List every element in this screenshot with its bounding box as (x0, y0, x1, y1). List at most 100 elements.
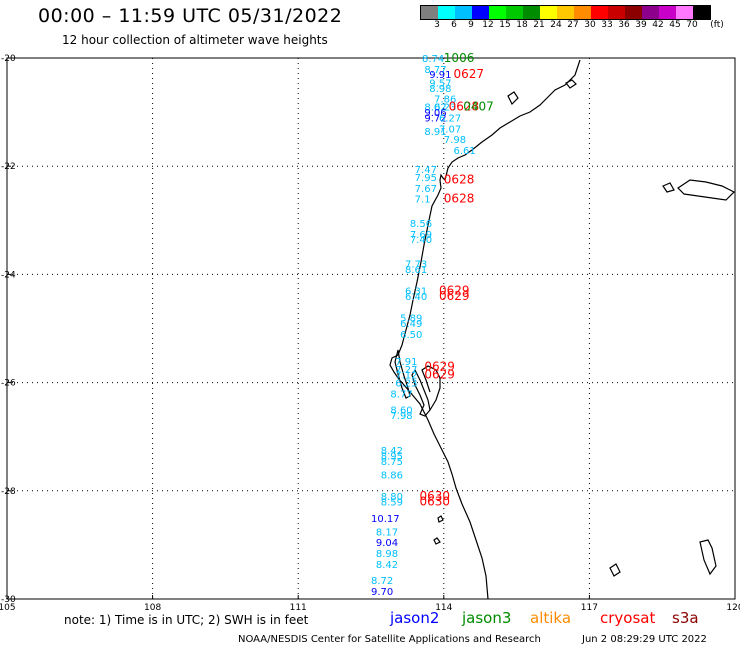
color-swatch (591, 6, 608, 19)
color-swatch (421, 6, 438, 19)
legend-item-jason3: jason3 (462, 609, 512, 627)
color-scale-label: 27 (567, 20, 579, 30)
wave-height-value: 7.95 (415, 173, 437, 184)
footer-note: note: 1) Time is in UTC; 2) SWH is in fe… (64, 613, 309, 627)
wave-height-value: 8.42 (381, 446, 403, 457)
wave-height-value: 7.91 (395, 357, 417, 368)
color-swatch (574, 6, 591, 19)
color-scale-labels: 3 6 9 12 15 18 21 24 27 30 33 36 39 42 45 70 (ft) (420, 20, 740, 32)
wave-height-value: 9.70 (371, 587, 393, 598)
color-swatch (489, 6, 506, 19)
satellite-pass-label: 0629 (424, 359, 455, 373)
color-swatch (676, 6, 693, 19)
wave-height-value: 6.27 (439, 114, 461, 125)
wave-height-value: 8.17 (376, 527, 398, 538)
wave-height-value: 7.67 (415, 184, 437, 195)
wave-height-value: 9.06 (424, 108, 446, 119)
wave-height-value: 8.59 (381, 498, 403, 509)
color-scale-label: 12 (482, 20, 494, 30)
wave-height-value: 8.95 (381, 452, 403, 463)
color-scale-label: 42 (652, 20, 664, 30)
longitude-tick-label: 120 (726, 603, 740, 613)
satellite-pass-label: 0628 (444, 173, 475, 187)
wave-height-value: 7.47 (415, 165, 437, 176)
color-scale-label: 45 (669, 20, 681, 30)
latitude-tick-label: -26 (1, 379, 16, 389)
wave-height-value: 6.50 (400, 330, 422, 341)
wave-height-value: 8.77 (424, 65, 446, 76)
shark-bay-inner-shore (421, 365, 441, 411)
color-scale-label: 39 (635, 20, 647, 30)
satellite-pass-label: 0407 (463, 100, 494, 114)
wave-height-value: 8.91 (424, 127, 446, 138)
wave-height-value: 8.77 (390, 389, 412, 400)
color-scale-label: 6 (451, 20, 457, 30)
latitude-tick-label: -22 (1, 162, 16, 172)
wave-height-value: 7.69 (410, 230, 432, 241)
satellite-pass-label: 0630 (420, 495, 451, 509)
wave-height-value: 7.98 (444, 135, 466, 146)
wave-height-value: 8.98 (376, 549, 398, 560)
color-scale-label: 70 (686, 20, 698, 30)
wave-height-value: 8.56 (410, 219, 432, 230)
longitude-tick-label: 111 (290, 603, 307, 613)
color-swatch (506, 6, 523, 19)
wave-height-value: 6.61 (454, 146, 476, 157)
latitude-tick-label: -20 (1, 54, 16, 64)
wave-height-value: 8.72 (371, 576, 393, 587)
legend-item-jason2: jason2 (390, 609, 440, 627)
date-stamp: Jun 2 08:29:29 UTC 2022 (582, 634, 707, 645)
color-scale-label: 36 (618, 20, 630, 30)
wave-height-value: 8.60 (390, 406, 412, 417)
color-scale-label: 30 (584, 20, 596, 30)
wave-height-value: 8.86 (381, 471, 403, 482)
color-swatch (693, 6, 710, 19)
color-scale-label: 24 (550, 20, 562, 30)
satellite-pass-label: 0628 (444, 192, 475, 206)
latitude-labels: -20 -22 -24 -26 -28 -30 (1, 54, 16, 605)
legend-item-cryosat: cryosat (600, 609, 656, 627)
bali-island (677, 179, 736, 201)
color-scale-label: 3 (434, 20, 440, 30)
map-subtitle: 12 hour collection of altimeter wave hei… (62, 33, 328, 47)
dirk-hartog-island (394, 349, 411, 399)
longitude-tick-label: 108 (144, 603, 161, 613)
color-swatch (455, 6, 472, 19)
color-scale-label: 15 (499, 20, 511, 30)
satellite-pass-label: 0629 (424, 367, 455, 381)
color-swatch (608, 6, 625, 19)
wave-height-value: 7.27 (395, 365, 417, 376)
color-swatch (659, 6, 676, 19)
wave-height-value: 6.23 (395, 379, 417, 390)
color-scale-label: 9 (468, 20, 474, 30)
small-islet (433, 537, 441, 545)
longitude-tick-label: 114 (435, 603, 452, 613)
wave-height-value: 8.75 (381, 457, 403, 468)
wave-height-value: 7.98 (390, 411, 412, 422)
wave-height-value: 9.04 (376, 538, 398, 549)
latitude-tick-label: -30 (1, 595, 16, 605)
color-swatch (625, 6, 642, 19)
color-scale-label: 21 (533, 20, 545, 30)
grid-lines (7, 58, 735, 599)
wave-height-value: 6.31 (405, 287, 427, 298)
wave-height-value: 6.40 (405, 292, 427, 303)
color-swatch (472, 6, 489, 19)
coastline (389, 59, 736, 600)
latitude-tick-label: -28 (1, 487, 16, 497)
map-title: 00:00 – 11:59 UTC 05/31/2022 (38, 5, 343, 27)
satellite-pass-label: 0629 (439, 284, 470, 298)
wave-height-value: 8.61 (405, 265, 427, 276)
longitude-tick-label: 117 (581, 603, 598, 613)
barrow-island (507, 91, 519, 106)
credit-line: NOAA/NESDIS Center for Satellite Applica… (238, 634, 541, 645)
wave-height-value: 9.91 (429, 70, 451, 81)
wave-height-value: 8.80 (381, 492, 403, 503)
wave-height-value: 9.72 (424, 114, 446, 125)
east-islet (699, 539, 717, 576)
wave-height-value: 7.12 (395, 370, 417, 381)
shark-bay-peninsula (411, 368, 431, 417)
map-frame (6, 57, 736, 600)
